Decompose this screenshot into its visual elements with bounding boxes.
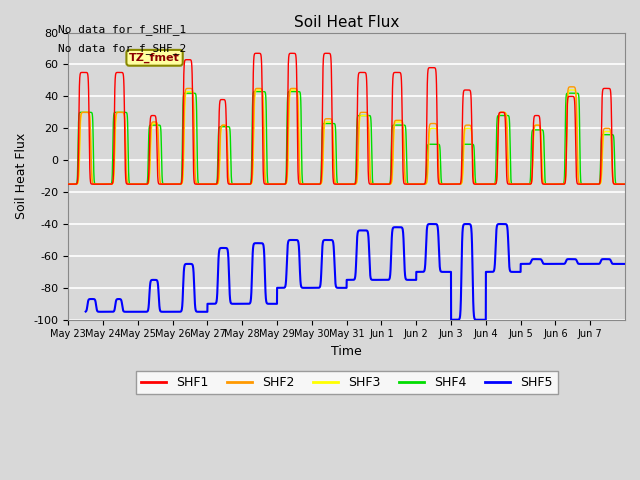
Text: TZ_fmet: TZ_fmet <box>129 53 180 63</box>
Title: Soil Heat Flux: Soil Heat Flux <box>294 15 399 30</box>
X-axis label: Time: Time <box>332 345 362 358</box>
Text: No data for f_SHF_2: No data for f_SHF_2 <box>58 43 186 54</box>
Text: No data for f_SHF_1: No data for f_SHF_1 <box>58 24 186 35</box>
Y-axis label: Soil Heat Flux: Soil Heat Flux <box>15 133 28 219</box>
Legend: SHF1, SHF2, SHF3, SHF4, SHF5: SHF1, SHF2, SHF3, SHF4, SHF5 <box>136 371 557 394</box>
